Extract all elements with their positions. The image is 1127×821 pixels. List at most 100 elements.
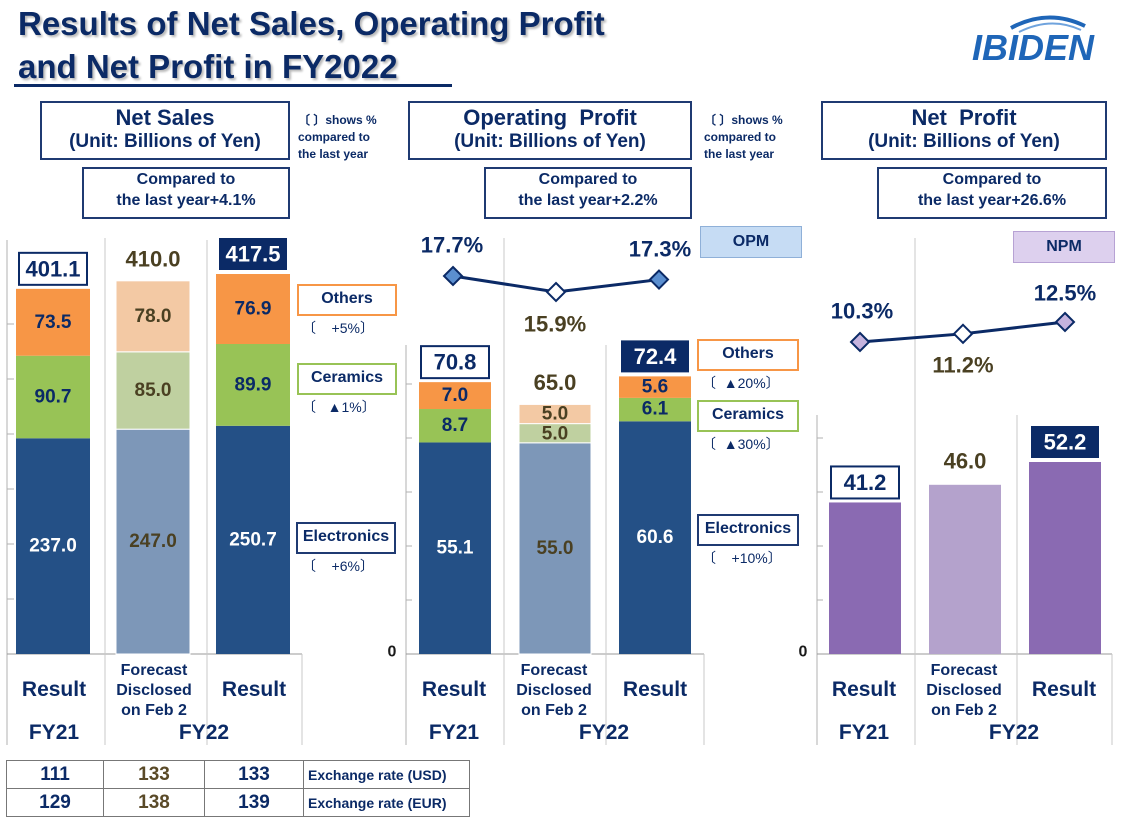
op-bar-ceramics — [419, 409, 491, 443]
op-legend-others: Others — [697, 339, 799, 371]
net-sales-unit: (Unit: Billions of Yen) — [69, 131, 261, 152]
ns-yoy-others: 〔 +5%〕 — [302, 320, 374, 336]
npm-label: 12.5% — [1034, 281, 1096, 306]
npm-marker — [849, 331, 871, 353]
net-sales-header: Net Sales (Unit: Billions of Yen) — [40, 101, 290, 160]
npm-label: 11.2% — [932, 353, 993, 378]
op-bar-ceramics — [619, 397, 691, 422]
ns-x-forecast: Forecast Disclosed on Feb 2 — [116, 662, 192, 719]
net-sales-title: Net Sales — [115, 105, 215, 130]
op-label-ceramics: 5.0 — [542, 424, 568, 445]
ns-total: 417.5 — [225, 242, 280, 267]
operating-profit-header: Operating Profit (Unit: Billions of Yen) — [408, 101, 692, 160]
np-fy21: FY21 — [838, 721, 890, 744]
op-yoy-others: 〔 ▲20%〕 — [702, 375, 780, 391]
np-bar — [929, 484, 1001, 654]
ns-label-others: 76.9 — [235, 298, 272, 319]
ns-bar-electronics — [16, 438, 90, 654]
ns-label-ceramics: 85.0 — [135, 380, 172, 401]
ns-total: 401.1 — [25, 256, 80, 281]
ns-total: 410.0 — [125, 246, 180, 271]
op-bar-electronics — [619, 421, 691, 654]
op-total: 72.4 — [634, 344, 678, 369]
np-total-box — [1031, 426, 1099, 458]
ns-legend-electronics: Electronics — [296, 522, 396, 554]
opm-tag: OPM — [700, 226, 802, 258]
ns-bar-electronics — [115, 428, 191, 655]
net-sales-note: 〔 〕shows % compared to the last year — [298, 113, 377, 161]
ns-label-others: 78.0 — [135, 306, 172, 327]
eur-forecast: 138 — [103, 788, 205, 817]
net-profit-comparison: Compared to the last year+26.6% — [877, 167, 1107, 219]
ns-total-box — [219, 238, 287, 270]
op-label-electronics: 60.6 — [637, 527, 674, 548]
ns-bar-others — [16, 288, 90, 356]
np-x-result-fy22: Result — [1031, 678, 1097, 701]
ns-bar-others — [115, 280, 191, 353]
np-y-zero: 0 — [799, 644, 808, 661]
op-label-others: 7.0 — [442, 385, 468, 406]
ns-total-box — [18, 251, 88, 286]
opm-marker — [545, 281, 567, 303]
np-bar — [1029, 462, 1101, 654]
operating-profit-title: Operating Profit — [463, 105, 637, 130]
np-bar — [829, 502, 901, 654]
table-row: 111 133 133 Exchange rate (USD) — [6, 760, 470, 789]
np-fy22: FY22 — [988, 721, 1040, 744]
op-y-zero: 0 — [388, 644, 397, 661]
ns-yoy-electronics: 〔 +6%〕 — [302, 558, 374, 574]
exchange-rate-table: 111 133 133 Exchange rate (USD) 129 138 … — [6, 760, 470, 817]
op-x-forecast: Forecast Disclosed on Feb 2 — [516, 662, 592, 719]
np-x-forecast: Forecast Disclosed on Feb 2 — [926, 662, 1002, 719]
net-sales-comparison: Compared to the last year+4.1% — [82, 167, 290, 219]
ns-label-electronics: 247.0 — [129, 531, 177, 552]
ns-fy21: FY21 — [28, 721, 80, 744]
table-row: 129 138 139 Exchange rate (EUR) — [6, 788, 470, 817]
net-profit-header: Net Profit (Unit: Billions of Yen) — [821, 101, 1107, 160]
op-total: 65.0 — [534, 370, 577, 395]
ns-x-result-fy22: Result — [221, 678, 287, 701]
ns-bar-others — [216, 274, 290, 344]
op-yoy-electronics: 〔 +10%〕 — [702, 550, 782, 566]
usd-fy21: 111 — [6, 760, 104, 789]
op-x-result-fy22: Result — [622, 678, 688, 701]
np-total: 46.0 — [944, 448, 987, 473]
opm-marker — [648, 269, 670, 290]
ns-bar-ceramics — [216, 343, 290, 426]
npm-tag: NPM — [1013, 231, 1115, 263]
npm-label: 10.3% — [831, 299, 893, 324]
usd-forecast: 133 — [103, 760, 205, 789]
opm-label: 15.9% — [524, 312, 586, 337]
title-underline — [14, 84, 452, 87]
op-bar-others — [518, 403, 592, 425]
ns-legend-ceramics: Ceramics — [297, 363, 397, 395]
np-total: 52.2 — [1044, 430, 1087, 455]
op-label-others: 5.6 — [642, 377, 668, 398]
op-label-others: 5.0 — [542, 404, 568, 425]
op-total: 70.8 — [434, 350, 477, 375]
ns-label-ceramics: 89.9 — [235, 374, 272, 395]
ns-label-ceramics: 90.7 — [35, 387, 72, 408]
op-fy22: FY22 — [578, 721, 630, 744]
op-bar-others — [619, 376, 691, 398]
opm-label: 17.3% — [629, 237, 691, 262]
op-bar-ceramics — [518, 423, 592, 444]
ns-bar-electronics — [216, 425, 290, 654]
operating-profit-note: 〔 〕shows % compared to the last year — [704, 113, 783, 161]
ns-x-result-fy21: Result — [21, 678, 87, 701]
op-bar-electronics — [518, 442, 592, 655]
npm-marker — [1054, 311, 1076, 333]
opm-line — [452, 274, 660, 294]
net-profit-title: Net Profit — [911, 105, 1017, 130]
op-x-result-fy21: Result — [421, 678, 487, 701]
operating-profit-comparison: Compared to the last year+2.2% — [484, 167, 692, 219]
np-total-box — [830, 465, 900, 500]
opm-label: 17.7% — [421, 233, 483, 258]
op-yoy-ceramics: 〔 ▲30%〕 — [702, 436, 780, 452]
op-legend-electronics: Electronics — [697, 514, 799, 546]
op-total-box — [420, 345, 490, 380]
np-total: 41.2 — [844, 470, 887, 495]
ibiden-logo: IBIDEN — [972, 15, 1095, 68]
usd-label: Exchange rate (USD) — [303, 760, 470, 789]
op-bar-electronics — [419, 442, 491, 654]
